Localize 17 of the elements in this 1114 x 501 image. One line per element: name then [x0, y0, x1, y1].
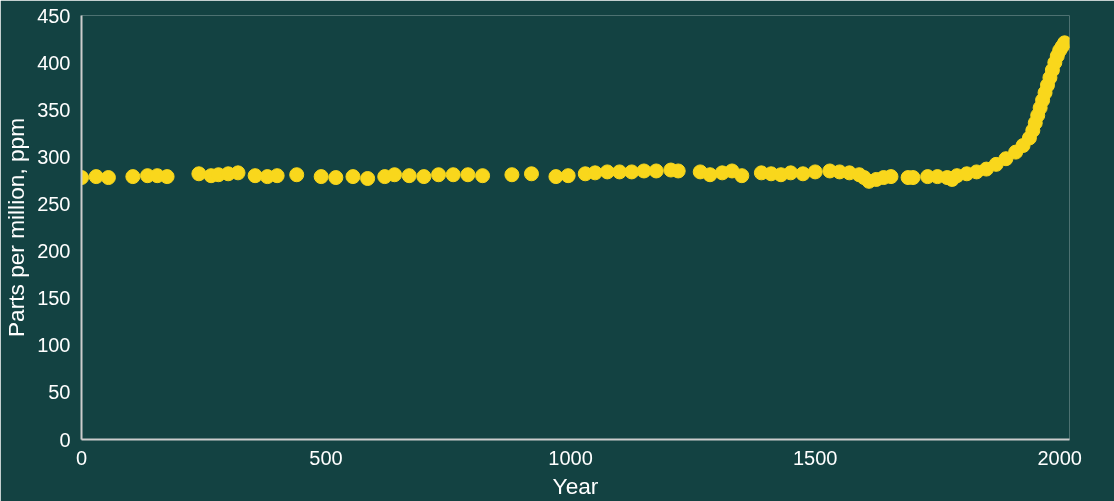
- x-tick-label: 0: [75, 446, 88, 469]
- y-tick-label: 350: [37, 98, 71, 121]
- y-tick-label: 250: [37, 192, 71, 215]
- x-tick-label: 2000: [1037, 446, 1082, 469]
- y-tick-label: 400: [37, 51, 71, 74]
- y-tick-label: 300: [37, 145, 71, 168]
- y-tick-label: 100: [37, 334, 71, 357]
- y-tick-label: 150: [37, 287, 71, 310]
- x-tick-label: 1000: [548, 446, 593, 469]
- x-axis-title: Year: [552, 472, 599, 499]
- y-tick-label: 200: [37, 240, 71, 263]
- y-tick-label: 50: [48, 381, 71, 404]
- y-tick-label: 0: [59, 428, 71, 451]
- y-axis-title: Parts per million, ppm: [3, 117, 30, 338]
- x-tick-label: 1500: [792, 446, 838, 469]
- x-tick-label: 500: [309, 446, 343, 469]
- y-tick-label: 450: [37, 4, 71, 27]
